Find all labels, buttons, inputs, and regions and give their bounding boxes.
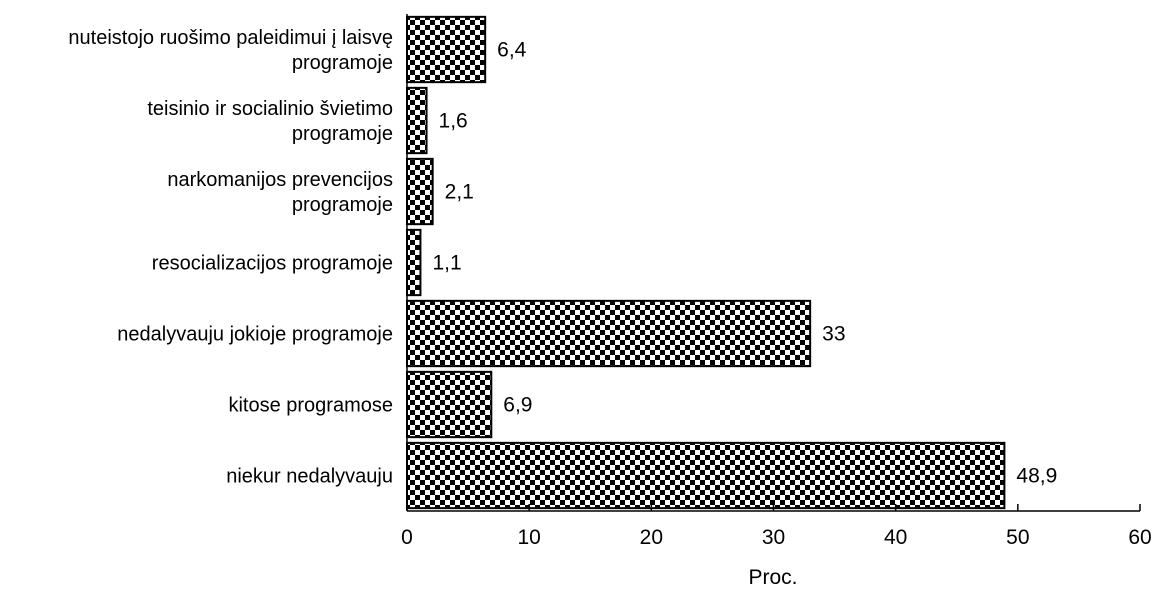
x-tick-label-6: 60 xyxy=(1128,526,1151,549)
x-tick-label-0: 0 xyxy=(401,526,413,549)
category-label-line: niekur nedalyvauju xyxy=(226,466,393,488)
category-label-4: nedalyvauju jokioje programoje xyxy=(117,324,393,346)
category-label-5: kitose programose xyxy=(228,395,393,417)
bar-2 xyxy=(406,157,434,226)
data-label-1: 1,6 xyxy=(439,110,468,133)
category-label-line: programoje xyxy=(292,123,393,145)
category-label-line: resocializacijos programoje xyxy=(152,253,393,275)
bars-group xyxy=(406,15,1006,510)
category-labels: nuteistojo ruošimo paleidimui į laisvę pr… xyxy=(68,27,393,488)
axes-group xyxy=(406,14,1140,512)
bar-6 xyxy=(406,441,1006,510)
x-tick-label-4: 40 xyxy=(884,526,907,549)
category-label-line: kitose programose xyxy=(228,395,393,417)
x-tick-label-5: 50 xyxy=(1006,526,1029,549)
bar-0 xyxy=(406,15,487,84)
category-label-line: teisinio ir socialinio švietimo xyxy=(147,98,393,120)
category-label-line: programoje xyxy=(292,194,393,216)
data-label-4: 33 xyxy=(822,323,845,346)
data-label-5: 6,9 xyxy=(503,394,532,417)
category-label-1: teisinio ir socialinio švietimo programoj… xyxy=(147,98,393,145)
data-label-6: 48,9 xyxy=(1016,465,1057,488)
data-label-3: 1,1 xyxy=(432,252,461,275)
category-label-6: niekur nedalyvauju xyxy=(226,466,393,488)
data-label-2: 2,1 xyxy=(445,181,474,204)
category-label-line: nedalyvauju jokioje programoje xyxy=(117,324,393,346)
x-tick-label-1: 10 xyxy=(517,526,540,549)
data-label-0: 6,4 xyxy=(497,39,527,62)
category-label-line: nuteistojo ruošimo paleidimui į laisvę xyxy=(68,27,393,49)
data-labels: 6,4 1,6 2,1 1,1 33 6,9 48,9 xyxy=(432,39,1057,488)
category-label-0: nuteistojo ruošimo paleidimui į laisvę pr… xyxy=(68,27,393,74)
category-label-3: resocializacijos programoje xyxy=(152,253,393,275)
bar-5 xyxy=(406,370,493,439)
category-label-line: narkomanijos prevencijos xyxy=(167,169,393,191)
x-ticks: 0 10 20 30 40 50 60 xyxy=(401,504,1152,549)
x-tick-label-2: 20 xyxy=(640,526,663,549)
bar-4 xyxy=(406,299,812,368)
category-label-line: programoje xyxy=(292,52,393,74)
x-axis-title: Proc. xyxy=(748,566,797,589)
category-label-2: narkomanijos prevencijos programoje xyxy=(167,169,393,216)
bar-1 xyxy=(406,86,428,155)
bar-3 xyxy=(406,228,422,297)
x-tick-label-3: 30 xyxy=(762,526,785,549)
